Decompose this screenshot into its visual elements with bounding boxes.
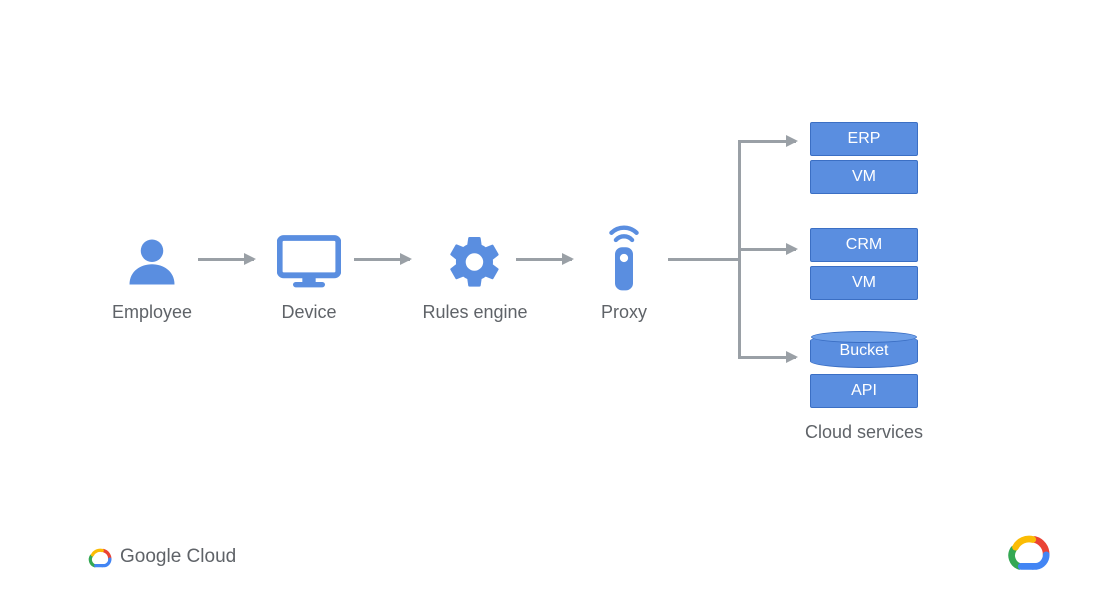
- footer-logo-right: [1004, 531, 1050, 576]
- service-label: Bucket: [840, 342, 889, 360]
- service-erp: ERP: [810, 122, 918, 156]
- branch-arm: [738, 140, 796, 143]
- node-device: Device: [273, 230, 345, 323]
- service-label: VM: [852, 168, 876, 186]
- branch-arm: [738, 356, 796, 359]
- node-label: Rules engine: [420, 302, 530, 323]
- arrow: [198, 258, 254, 261]
- cylinder-icon: Bucket: [810, 334, 918, 368]
- node-label: Employee: [110, 302, 194, 323]
- flow-diagram: Employee Device Rules engine: [110, 110, 930, 450]
- footer-text: Google Cloud: [120, 546, 236, 568]
- node-label: Device: [273, 302, 345, 323]
- footer-brand: Google Cloud: [86, 546, 236, 568]
- service-label: VM: [852, 274, 876, 292]
- service-crm: CRM: [810, 228, 918, 262]
- branch-stem: [668, 258, 738, 261]
- node-proxy: Proxy: [592, 222, 656, 323]
- service-bucket: Bucket: [810, 334, 918, 368]
- arrow: [354, 258, 410, 261]
- service-vm2: VM: [810, 266, 918, 300]
- node-label: Proxy: [592, 302, 656, 323]
- monitor-icon: [277, 230, 341, 294]
- remote-icon: [592, 222, 656, 294]
- node-rules-engine: Rules engine: [420, 230, 530, 323]
- arrow: [516, 258, 572, 261]
- service-vm: VM: [810, 160, 918, 194]
- service-label: API: [851, 382, 877, 400]
- service-label: ERP: [848, 130, 881, 148]
- branch-arm: [738, 248, 796, 251]
- google-cloud-icon: [86, 546, 112, 568]
- service-api: API: [810, 374, 918, 408]
- cloud-services-label: Cloud services: [805, 422, 923, 443]
- brand-bold: Google: [120, 546, 181, 567]
- brand-light: Cloud: [181, 546, 236, 567]
- google-cloud-icon: [1004, 531, 1050, 571]
- node-employee: Employee: [110, 230, 194, 323]
- person-icon: [120, 230, 184, 294]
- gear-icon: [443, 230, 507, 294]
- service-label: CRM: [846, 236, 882, 254]
